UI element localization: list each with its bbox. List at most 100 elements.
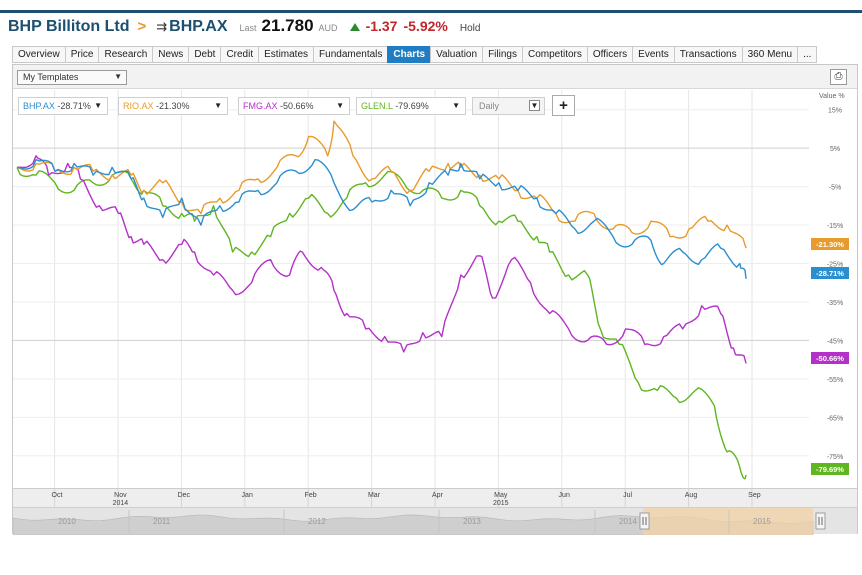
tab-360-menu[interactable]: 360 Menu (741, 46, 798, 63)
y-tick-label: -55% (827, 377, 843, 384)
analyst-rating: Hold (459, 23, 481, 34)
y-tick-label: -65% (827, 415, 843, 422)
tab-news[interactable]: News (152, 46, 189, 63)
tab-credit[interactable]: Credit (220, 46, 259, 63)
chevron-down-icon: ▼ (114, 72, 122, 81)
x-tick-label: Dec (178, 492, 191, 499)
navigator-year: 2010 (58, 517, 76, 526)
tab-filings[interactable]: Filings (482, 46, 522, 63)
series-line-rio[interactable] (16, 120, 747, 249)
add-series-button[interactable]: + (552, 95, 575, 116)
x-tick-label: Nov (114, 492, 127, 499)
legend-value: -28.71% (54, 101, 91, 111)
x-tick-label: Jun (559, 492, 570, 499)
templates-dropdown[interactable]: My Templates ▼ (17, 70, 127, 85)
tab-events[interactable]: Events (632, 46, 674, 63)
x-tick-label: Jan (242, 492, 253, 499)
last-price: 21.780 (261, 16, 314, 35)
legend-value: -50.66% (277, 101, 314, 111)
breadcrumb-separator: > (137, 18, 147, 35)
navigator-handle-right[interactable] (815, 512, 826, 530)
end-label-rio (811, 238, 849, 250)
tab-fundamentals[interactable]: Fundamentals (313, 46, 388, 63)
chevron-down-icon: ▼ (452, 101, 460, 110)
legend-fmg-ax[interactable]: FMG.AX -50.66% ▼ (238, 97, 350, 115)
navigator-year: 2012 (308, 517, 326, 526)
legend-ticker: BHP.AX (23, 101, 55, 111)
x-axis-bar: Oct Nov 2014 Dec Jan Feb Mar Apr May 2015 Jun Jul Au… (13, 488, 857, 508)
price-change: -1.37 (365, 18, 398, 34)
y-tick-label: -25% (827, 262, 843, 269)
y-tick-label: -45% (827, 338, 843, 345)
quote-header: BHP Billiton Ltd > ⇉ BHP.AX Last 21.780 … (0, 16, 862, 42)
navigator-year: 2011 (153, 517, 171, 526)
tab-charts[interactable]: Charts (387, 46, 431, 63)
legend-bhp-ax[interactable]: BHP.AX -28.71% ▼ (18, 97, 108, 115)
tab-officers[interactable]: Officers (586, 46, 633, 63)
end-label-text: -50.66% (816, 354, 844, 363)
navigator-handle-left[interactable] (639, 512, 650, 530)
legend-ticker: FMG.AX (243, 101, 278, 111)
top-border (0, 10, 862, 13)
tab-transactions[interactable]: Transactions (673, 46, 742, 63)
tab-research[interactable]: Research (98, 46, 153, 63)
legend-glen-l[interactable]: GLEN.L -79.69% ▼ (356, 97, 466, 115)
navigator-strip[interactable]: 2010 2011 2012 2013 2014 2015 (12, 508, 857, 536)
company-name[interactable]: BHP Billiton Ltd (8, 18, 130, 35)
series-line-bhp[interactable] (16, 159, 747, 279)
x-year-label: 2014 (113, 500, 129, 507)
x-tick-label: Aug (685, 492, 698, 499)
end-label-text: -28.71% (816, 269, 844, 278)
currency: AUD (318, 23, 338, 33)
tab-overview[interactable]: Overview (12, 46, 65, 63)
x-tick-label: Feb (305, 492, 317, 499)
end-label-fmg (811, 352, 849, 364)
change-arrow-icon (349, 23, 360, 31)
x-tick-label: Oct (52, 492, 63, 499)
navigator-selection[interactable] (643, 508, 813, 535)
frequency-dropdown[interactable]: Daily ▼ (472, 97, 545, 115)
end-label-bhp (811, 267, 849, 279)
y-axis-panel (809, 90, 857, 488)
tab-more[interactable]: ... (797, 46, 818, 63)
legend-ticker: GLEN.L (361, 101, 393, 111)
x-tick-label: Mar (368, 492, 381, 499)
last-label: Last (239, 23, 257, 33)
line-chart[interactable]: Value % 15% 5% -5% -15% -25% -35% -45% -55% -65% -… (13, 90, 857, 488)
series-line-fmg[interactable] (16, 155, 747, 364)
ticker-symbol[interactable]: BHP.AX (169, 18, 228, 35)
price-change-pct: -5.92% (403, 18, 448, 34)
tab-debt[interactable]: Debt (188, 46, 221, 63)
y-tick-label: -35% (827, 300, 843, 307)
frequency-label: Daily (479, 101, 500, 111)
chevron-down-icon: ▼ (336, 101, 344, 110)
navigator-year: 2014 (619, 517, 637, 526)
legend-value: -21.30% (153, 101, 190, 111)
end-label-text: -21.30% (816, 240, 844, 249)
legend-value: -79.69% (392, 101, 429, 111)
legend-rio-ax[interactable]: RIO.AX -21.30% ▼ (118, 97, 228, 115)
tab-valuation[interactable]: Valuation (430, 46, 483, 63)
x-tick-label: Sep (748, 492, 761, 499)
tab-competitors[interactable]: Competitors (521, 46, 587, 63)
templates-label: My Templates (23, 72, 79, 82)
x-year-label: 2015 (493, 500, 509, 507)
ticker-link-icon: ⇉ (156, 19, 168, 34)
y-tick-label: -75% (827, 454, 843, 461)
y-tick-label: -5% (829, 185, 841, 192)
tab-estimates[interactable]: Estimates (258, 46, 314, 63)
end-label-text: -79.69% (816, 465, 844, 474)
chevron-down-icon: ▼ (94, 101, 102, 110)
plot-background (13, 90, 809, 488)
y-tick-label: 5% (830, 146, 840, 153)
navigator-year: 2015 (753, 517, 771, 526)
print-icon[interactable]: ⎙ (830, 69, 847, 85)
x-tick-label: Apr (432, 492, 444, 499)
navigator-year: 2013 (463, 517, 481, 526)
chevron-down-icon: ▼ (214, 101, 222, 110)
range-navigator[interactable]: 2010 2011 2012 2013 2014 2015 (12, 507, 857, 536)
tab-price[interactable]: Price (64, 46, 99, 63)
y-tick-label: -15% (827, 223, 843, 230)
chart-toolbar: My Templates ▼ ⎙ (13, 65, 857, 89)
